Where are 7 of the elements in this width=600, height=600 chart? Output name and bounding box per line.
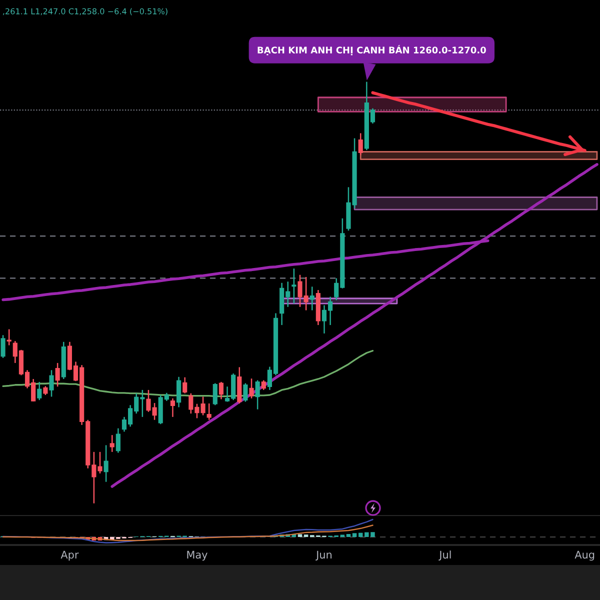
x-tick-label: Jun [316, 550, 332, 561]
text: ,261.1 L1,247.0 C1,258.0 −6.4 (−0.51%) [3, 8, 168, 16]
x-tick-label: Apr [60, 550, 79, 561]
x-tick-label: May [187, 550, 208, 561]
x-tick-label: Aug [574, 550, 594, 561]
text: BẠCH KIM ANH CHỊ CANH BÁN 1260.0-1270.0 [258, 44, 486, 56]
x-tick-label: Jul [438, 550, 451, 561]
